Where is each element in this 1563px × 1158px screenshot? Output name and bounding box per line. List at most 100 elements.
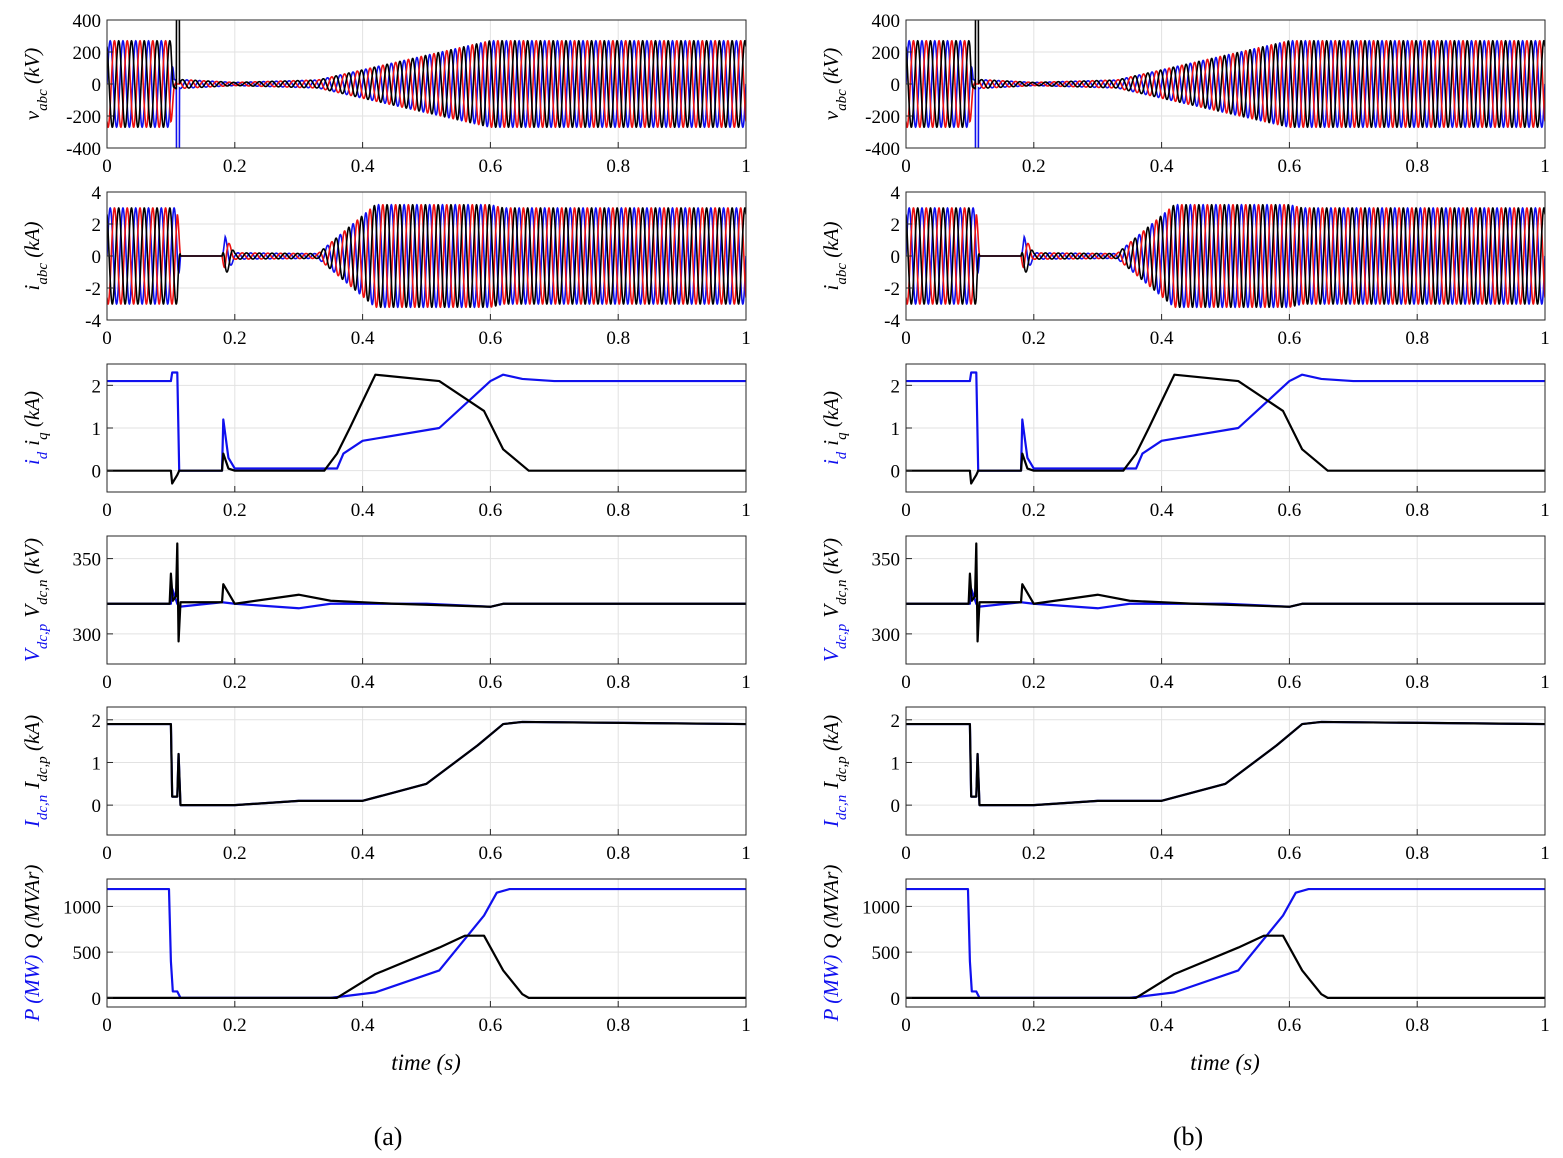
x-tick-label: 0 xyxy=(901,843,911,864)
x-tick-label: 0.8 xyxy=(606,672,630,693)
x-tick-label: 1 xyxy=(1540,1015,1550,1036)
y-axis-label: Vdc,pVdc,n (kV) xyxy=(819,538,850,662)
subplot-a3: 0 0.2 0.4 0.6 0.8 1 0 1 2 idiq (kA) xyxy=(20,363,751,521)
y-tick-label: 1 xyxy=(891,419,901,440)
y-tick-label: 0 xyxy=(92,989,102,1010)
y-tick-label: 0 xyxy=(891,247,901,268)
x-tick-label: 0 xyxy=(102,156,112,177)
x-tick-label: 0.8 xyxy=(1405,500,1429,521)
series-c xyxy=(906,20,1545,129)
x-tick-label: 0 xyxy=(901,328,911,349)
y-tick-label: 400 xyxy=(73,11,102,32)
series-c xyxy=(107,20,746,129)
y-tick-label: -2 xyxy=(884,279,900,300)
plot-area xyxy=(906,203,1545,309)
plot-area xyxy=(906,887,1545,999)
x-tick-label: 1 xyxy=(741,1015,751,1036)
x-tick-label: 0.6 xyxy=(1278,328,1302,349)
y-axis-label: P (MW)Q (MVAr) xyxy=(819,865,843,1023)
x-tick-label: 0 xyxy=(102,500,112,521)
y-axis-label: Idc,nIdc,p (kA) xyxy=(819,715,850,828)
y-tick-label: 500 xyxy=(73,943,102,964)
y-tick-label: 2 xyxy=(891,215,901,236)
y-tick-label: 350 xyxy=(73,550,102,571)
x-tick-label: 0.6 xyxy=(1278,156,1302,177)
y-tick-label: 2 xyxy=(92,376,102,397)
series-I_dc,n xyxy=(906,720,1545,807)
series-i_d xyxy=(906,371,1545,472)
y-tick-label: 0 xyxy=(92,462,102,483)
x-tick-label: 1 xyxy=(741,328,751,349)
y-tick-label: 0 xyxy=(92,247,102,268)
y-tick-label: -2 xyxy=(85,279,101,300)
y-tick-label: 300 xyxy=(73,625,102,646)
series-V_dc,n xyxy=(906,542,1545,643)
series-V_dc,n xyxy=(107,542,746,643)
x-tick-label: 0.6 xyxy=(1278,1015,1302,1036)
x-tick-label: 0 xyxy=(102,328,112,349)
x-tick-label: 0 xyxy=(901,500,911,521)
y-tick-label: 0 xyxy=(891,989,901,1010)
x-tick-label: 0.2 xyxy=(1022,1015,1046,1036)
x-tick-label: 1 xyxy=(741,672,751,693)
x-tick-label: 0.8 xyxy=(1405,672,1429,693)
plot-area xyxy=(107,20,746,148)
subplot-b1: 0 0.2 0.4 0.6 0.8 1 -400 -200 0 200 400 vabc (kV) xyxy=(819,11,1550,177)
subplot-a6: 0 0.2 0.4 0.6 0.8 1 0 500 1000 P (MW)Q (MVAr) xyxy=(20,865,751,1036)
x-tick-label: 0.8 xyxy=(606,500,630,521)
plot-area xyxy=(906,542,1545,643)
plot-area xyxy=(107,542,746,643)
x-tick-label: 0.6 xyxy=(479,500,503,521)
x-tick-label: 0.6 xyxy=(479,328,503,349)
x-tick-label: 0.4 xyxy=(1150,843,1174,864)
x-tick-label: 0.2 xyxy=(1022,156,1046,177)
subplot-a4: 0 0.2 0.4 0.6 0.8 1 300 350 Vdc,pVdc,n (kV) xyxy=(20,535,751,693)
series-Q xyxy=(107,934,746,999)
x-tick-label: 0.2 xyxy=(223,500,247,521)
y-tick-label: 2 xyxy=(891,376,901,397)
axes-frame xyxy=(905,706,1546,836)
x-axis-label-a: time (s) xyxy=(391,1050,461,1075)
x-tick-label: 0.6 xyxy=(1278,672,1302,693)
y-tick-label: 2 xyxy=(891,711,901,732)
y-axis-label: idiq (kA) xyxy=(20,391,51,465)
series-I_dc,p xyxy=(906,720,1545,807)
y-axis-label: Idc,nIdc,p (kA) xyxy=(20,715,51,828)
y-axis-label: iabc (kA) xyxy=(819,222,850,291)
x-tick-label: 0.2 xyxy=(223,156,247,177)
x-tick-label: 0.2 xyxy=(1022,328,1046,349)
series-i_d xyxy=(107,371,746,472)
x-tick-label: 0.6 xyxy=(1278,500,1302,521)
x-tick-label: 1 xyxy=(741,156,751,177)
y-tick-label: 1 xyxy=(92,419,102,440)
plot-area xyxy=(107,887,746,999)
caption-a: (a) xyxy=(374,1122,403,1151)
plot-area xyxy=(107,720,746,807)
y-tick-label: 2 xyxy=(92,711,102,732)
series-P xyxy=(107,887,746,999)
y-tick-label: -4 xyxy=(85,311,101,332)
y-axis-label: iabc (kA) xyxy=(20,222,51,291)
x-tick-label: 0.4 xyxy=(351,156,375,177)
x-tick-label: 0.8 xyxy=(1405,843,1429,864)
y-tick-label: 300 xyxy=(872,625,901,646)
subplot-a1: 0 0.2 0.4 0.6 0.8 1 -400 -200 0 200 400 vabc (kV) xyxy=(20,11,751,177)
series-c xyxy=(906,203,1545,309)
series-Q xyxy=(906,934,1545,999)
x-tick-label: 0.8 xyxy=(606,328,630,349)
y-axis-label: Vdc,pVdc,n (kV) xyxy=(20,538,51,662)
x-tick-label: 1 xyxy=(1540,672,1550,693)
x-tick-label: 1 xyxy=(1540,328,1550,349)
axes-frame xyxy=(106,706,747,836)
y-tick-label: 200 xyxy=(73,43,102,64)
x-tick-label: 0.2 xyxy=(223,843,247,864)
y-tick-label: 1000 xyxy=(862,897,900,918)
x-tick-label: 0.2 xyxy=(1022,672,1046,693)
subplot-a2: 0 0.2 0.4 0.6 0.8 1 -4 -2 0 2 4 iabc (kA) xyxy=(20,183,751,349)
axes-frame xyxy=(106,878,747,1008)
x-tick-label: 0.4 xyxy=(351,672,375,693)
x-tick-label: 0.4 xyxy=(351,328,375,349)
y-axis-label: idiq (kA) xyxy=(819,391,850,465)
series-b xyxy=(107,39,746,129)
y-axis-label: vabc (kV) xyxy=(819,48,850,120)
